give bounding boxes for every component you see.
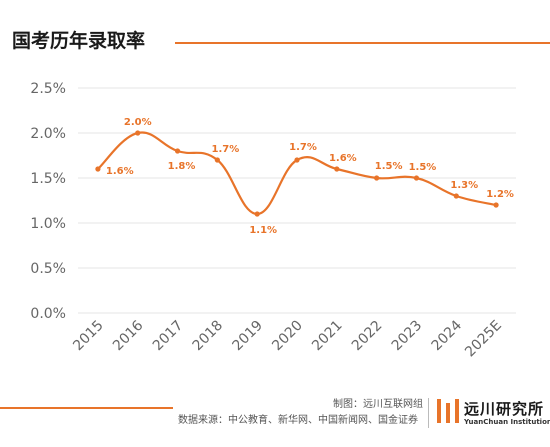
logo-divider (428, 398, 429, 428)
x-tick-label: 2018 (190, 318, 227, 355)
data-point (214, 157, 220, 163)
data-label: 1.7% (211, 144, 239, 155)
data-label: 1.8% (168, 161, 196, 172)
data-label: 1.2% (486, 189, 514, 200)
data-label: 1.3% (450, 180, 478, 191)
data-label: 1.6% (106, 166, 134, 177)
data-point (453, 193, 459, 199)
x-tick-label: 2016 (110, 317, 147, 354)
data-point (413, 175, 420, 181)
data-point (135, 130, 141, 136)
x-tick-label: 2019 (229, 318, 266, 355)
x-tick-label: 2021 (309, 318, 346, 355)
yuanchuan-logo-icon (437, 399, 459, 423)
y-tick-label: 2.5% (30, 81, 66, 97)
data-label: 1.7% (289, 142, 317, 153)
y-tick-label: 2.0% (30, 126, 66, 142)
data-label: 1.5% (375, 161, 403, 172)
y-tick-label: 0.0% (30, 306, 66, 322)
data-point (254, 211, 260, 217)
data-label: 2.0% (124, 117, 152, 128)
data-point (174, 148, 181, 154)
x-tick-label: 2025E (462, 318, 505, 361)
title-rule (175, 42, 550, 44)
data-point (374, 175, 380, 181)
x-tick-label: 2022 (349, 318, 386, 355)
chart-title: 国考历年录取率 (12, 30, 146, 52)
data-point (493, 202, 499, 208)
x-tick-label: 2023 (389, 318, 426, 355)
y-tick-label: 1.5% (30, 171, 66, 187)
logo-name-en: YuanChuan Institution (464, 418, 550, 426)
x-tick-label: 2020 (269, 318, 306, 355)
y-tick-label: 1.0% (30, 216, 66, 232)
data-label: 1.5% (409, 162, 437, 173)
data-point (334, 166, 340, 172)
data-label: 1.6% (329, 153, 357, 164)
data-source: 数据来源：中公教育、新华网、中国新闻网、国金证券 (178, 415, 418, 426)
data-label: 1.1% (249, 225, 277, 236)
bottom-rule (0, 407, 173, 409)
logo-name-cn: 远川研究所 (464, 400, 545, 418)
x-tick-label: 2017 (150, 318, 187, 355)
chart-credit: 制图：远川互联网组 (333, 399, 423, 410)
x-tick-label: 2015 (70, 318, 107, 355)
x-tick-label: 2024 (429, 317, 466, 354)
data-point (95, 166, 101, 172)
y-tick-label: 0.5% (30, 261, 66, 277)
data-point (294, 157, 300, 163)
